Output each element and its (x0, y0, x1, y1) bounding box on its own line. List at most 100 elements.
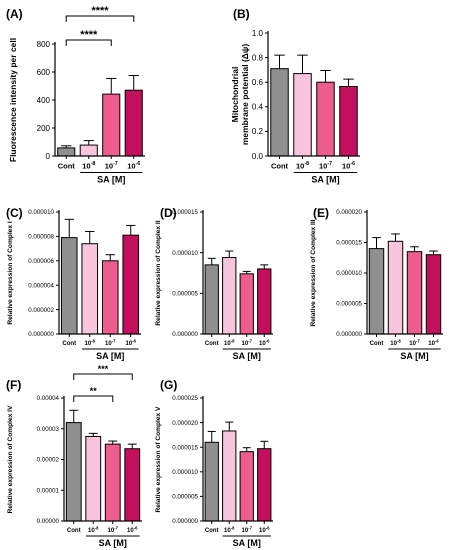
panel-letter: (A) (6, 7, 23, 21)
x-tick-label: 10-7 (242, 338, 253, 347)
panel-letter: (D) (160, 206, 177, 220)
bar (204, 441, 219, 522)
bar (339, 86, 358, 157)
y-tick-label: 0.000004 (28, 282, 54, 289)
bar (406, 251, 423, 335)
y-tick-label: 0.000015 (172, 444, 198, 451)
panel-letter: (G) (160, 378, 177, 392)
y-tick-label: 200 (37, 124, 51, 133)
y-tick-label: 600 (37, 68, 51, 77)
y-tick-label: 0.000005 (172, 291, 198, 298)
bar (57, 147, 76, 157)
bar (102, 93, 121, 157)
x-tick-label: 10-7 (105, 338, 116, 347)
y-tick-label: 0.00000 (37, 518, 60, 525)
x-tick-label: 10-8 (390, 338, 401, 347)
chart-panel: (E) 0.000000 0.000005 0.000010 0.000015 0.000… (310, 206, 443, 361)
bar (270, 68, 289, 157)
y-tick-label: 0.000005 (172, 494, 198, 501)
y-tick-label: 0.000025 (172, 395, 198, 402)
y-tick-label: 0.00003 (37, 426, 60, 433)
bar (222, 257, 237, 335)
x-axis-label: SA [M] (233, 538, 261, 548)
significance-bracket (65, 15, 135, 22)
x-tick-label: 10-8 (224, 338, 235, 347)
bar (65, 422, 82, 522)
x-axis-label: SA [M] (233, 351, 261, 361)
x-tick-label: 10-6 (126, 338, 137, 347)
y-tick-label: 0.4 (252, 103, 264, 112)
x-tick-label: Cont (271, 162, 289, 171)
bar (124, 89, 143, 157)
y-tick-label: 0.000006 (28, 258, 54, 265)
x-axis-label: SA [M] (400, 351, 428, 361)
x-tick-label: 10-7 (409, 338, 420, 347)
y-axis-label: Relative expression of Complex IV (7, 405, 14, 513)
y-tick-label: 0.6 (252, 78, 264, 87)
x-tick-label: 10-8 (88, 525, 99, 534)
y-tick-label: 0.000015 (336, 240, 362, 247)
y-tick-label: 0.000005 (336, 301, 362, 308)
y-tick-label: 0.000010 (336, 270, 362, 277)
bar (239, 451, 254, 522)
y-tick-label: 0 (46, 152, 51, 161)
x-tick-label: Cont (58, 162, 76, 171)
y-axis-label: Relative expression of Complex V (155, 406, 162, 513)
x-axis-label: SA [M] (96, 351, 124, 361)
x-tick-label: 10-8 (224, 525, 235, 534)
y-tick-label: 0.000010 (28, 209, 54, 216)
chart-panel: (G) 0.000000 0.000005 0.000010 0.000015 0.000… (155, 378, 273, 548)
bar (316, 81, 335, 157)
panel-letter: (F) (6, 378, 21, 392)
x-tick-label: 10-7 (105, 161, 118, 170)
bar (204, 264, 219, 335)
y-tick-label: 0.000015 (172, 209, 198, 216)
y-tick-label: 0.000010 (172, 469, 198, 476)
y-tick-label: 0.00001 (37, 487, 60, 494)
y-tick-label: 0.000020 (172, 420, 198, 427)
bar (124, 448, 141, 522)
y-tick-label: 800 (37, 40, 51, 49)
x-tick-label: 10-6 (259, 525, 270, 534)
significance-bracket (73, 395, 114, 402)
y-tick-label: 0.8 (252, 53, 264, 62)
significance-bracket (73, 373, 133, 380)
chart-panel: (A) 0 200 400 600 800 Cont 10-8 10-7 10-6SA [M] Fl… (6, 5, 145, 185)
y-tick-label: 0.000002 (28, 307, 54, 314)
x-tick-label: Cont (62, 341, 76, 347)
panel-letter: (E) (313, 206, 329, 220)
bar (239, 273, 254, 335)
x-tick-label: 10-7 (242, 525, 253, 534)
x-axis-label: SA [M] (99, 538, 127, 548)
y-tick-label: 0.0 (252, 152, 264, 161)
y-tick-label: 0.000000 (172, 518, 198, 525)
bar (387, 240, 404, 335)
panel-letter: (B) (233, 7, 250, 21)
x-tick-label: Cont (370, 341, 384, 347)
y-axis-label: Fluorescence intensity per cell (8, 38, 18, 162)
y-tick-label: 0.000020 (336, 209, 362, 216)
y-tick-label: 0.000000 (28, 331, 54, 338)
bar (425, 254, 442, 335)
y-tick-label: 0.000010 (172, 250, 198, 257)
y-tick-label: 0.00002 (37, 457, 60, 464)
x-axis-label: SA [M] (97, 175, 125, 185)
x-axis-label: SA [M] (311, 175, 339, 185)
x-tick-label: 10-8 (82, 161, 95, 170)
y-tick-label: 400 (37, 96, 51, 105)
x-tick-label: 10-6 (259, 338, 270, 347)
y-tick-label: 0.2 (252, 127, 264, 136)
x-tick-label: 10-7 (319, 161, 332, 170)
bar (257, 448, 272, 522)
significance-bracket (65, 39, 112, 46)
bar (60, 237, 78, 335)
y-tick-label: 0.00004 (37, 395, 60, 402)
x-tick-label: 10-8 (85, 338, 96, 347)
x-tick-label: 10-6 (127, 525, 138, 534)
bar (122, 234, 140, 335)
chart-panel: (D) 0.000000 0.000005 0.000010 0.000015 Cont 1… (155, 206, 273, 361)
x-tick-label: 10-6 (342, 161, 355, 170)
y-axis-label: Relative expression of Complex II (155, 220, 162, 325)
x-tick-label: 10-6 (127, 161, 140, 170)
